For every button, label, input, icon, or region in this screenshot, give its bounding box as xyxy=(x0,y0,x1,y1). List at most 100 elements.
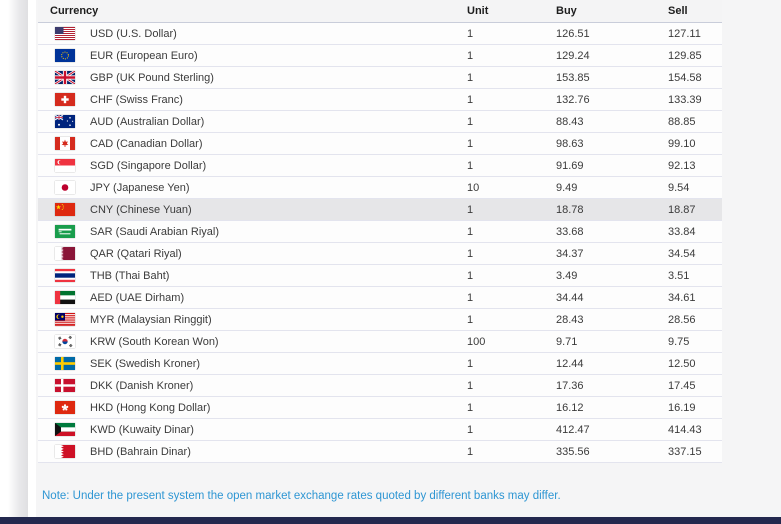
currency-name: EUR (European Euro) xyxy=(90,50,198,62)
table-row-thb[interactable]: THB (Thai Baht) 1 3.49 3.51 xyxy=(38,265,722,287)
us-flag-icon xyxy=(38,23,90,44)
malaysia-flag-icon xyxy=(38,309,90,330)
unit-value: 1 xyxy=(467,446,474,458)
currency-rates-table: Currency Unit Buy Sell USD (U.S. Dollar)… xyxy=(38,0,722,463)
table-row-jpy[interactable]: JPY (Japanese Yen) 10 9.49 9.54 xyxy=(38,177,722,199)
table-row-sek[interactable]: SEK (Swedish Kroner) 1 12.44 12.50 xyxy=(38,353,722,375)
sell-rate: 414.43 xyxy=(668,424,702,436)
uk-flag-icon xyxy=(38,67,90,88)
table-row-dkk[interactable]: DKK (Danish Kroner) 1 17.36 17.45 xyxy=(38,375,722,397)
table-row-cny[interactable]: CNY (Chinese Yuan) 1 18.78 18.87 xyxy=(38,199,722,221)
buy-rate: 335.56 xyxy=(556,446,590,458)
column-header-buy: Buy xyxy=(556,5,577,17)
table-row-gbp[interactable]: GBP (UK Pound Sterling) 1 153.85 154.58 xyxy=(38,67,722,89)
buy-rate: 9.49 xyxy=(556,182,578,194)
table-row-myr[interactable]: MYR (Malaysian Ringgit) 1 28.43 28.56 xyxy=(38,309,722,331)
currency-name: AED (UAE Dirham) xyxy=(90,292,185,304)
sell-rate: 9.75 xyxy=(668,336,690,348)
sell-rate: 28.56 xyxy=(668,314,696,326)
sell-rate: 129.85 xyxy=(668,50,702,62)
currency-name: GBP (UK Pound Sterling) xyxy=(90,72,214,84)
table-row-aud[interactable]: AUD (Australian Dollar) 1 88.43 88.85 xyxy=(38,111,722,133)
table-row-sar[interactable]: SAR (Saudi Arabian Riyal) 1 33.68 33.84 xyxy=(38,221,722,243)
unit-value: 1 xyxy=(467,94,474,106)
currency-name: THB (Thai Baht) xyxy=(90,270,170,282)
buy-rate: 88.43 xyxy=(556,116,584,128)
sell-rate: 133.39 xyxy=(668,94,702,106)
south-korea-flag-icon xyxy=(38,331,90,352)
sell-rate: 12.50 xyxy=(668,358,696,370)
currency-name: CNY (Chinese Yuan) xyxy=(90,204,192,216)
buy-rate: 412.47 xyxy=(556,424,590,436)
sell-rate: 154.58 xyxy=(668,72,702,84)
table-row-krw[interactable]: KRW (South Korean Won) 100 9.71 9.75 xyxy=(38,331,722,353)
singapore-flag-icon xyxy=(38,155,90,176)
canada-flag-icon xyxy=(38,133,90,154)
table-row-kwd[interactable]: KWD (Kuwaity Dinar) 1 412.47 414.43 xyxy=(38,419,722,441)
sell-rate: 92.13 xyxy=(668,160,696,172)
sell-rate: 34.61 xyxy=(668,292,696,304)
table-row-hkd[interactable]: HKD (Hong Kong Dollar) 1 16.12 16.19 xyxy=(38,397,722,419)
currency-name: KRW (South Korean Won) xyxy=(90,336,219,348)
table-row-sgd[interactable]: SGD (Singapore Dollar) 1 91.69 92.13 xyxy=(38,155,722,177)
uae-flag-icon xyxy=(38,287,90,308)
table-row-chf[interactable]: CHF (Swiss Franc) 1 132.76 133.39 xyxy=(38,89,722,111)
buy-rate: 34.44 xyxy=(556,292,584,304)
table-row-aed[interactable]: AED (UAE Dirham) 1 34.44 34.61 xyxy=(38,287,722,309)
buy-rate: 17.36 xyxy=(556,380,584,392)
table-row-qar[interactable]: QAR (Qatari Riyal) 1 34.37 34.54 xyxy=(38,243,722,265)
buy-rate: 18.78 xyxy=(556,204,584,216)
sell-rate: 18.87 xyxy=(668,204,696,216)
page-edge-shadow xyxy=(8,0,28,517)
table-row-cad[interactable]: CAD (Canadian Dollar) 1 98.63 99.10 xyxy=(38,133,722,155)
unit-value: 1 xyxy=(467,270,474,282)
bahrain-flag-icon xyxy=(38,441,90,462)
buy-rate: 16.12 xyxy=(556,402,584,414)
hong-kong-flag-icon xyxy=(38,397,90,418)
column-header-unit: Unit xyxy=(467,5,489,17)
currency-name: USD (U.S. Dollar) xyxy=(90,28,177,40)
unit-value: 100 xyxy=(467,336,486,348)
unit-value: 1 xyxy=(467,424,474,436)
unit-value: 1 xyxy=(467,248,474,260)
buy-rate: 98.63 xyxy=(556,138,584,150)
unit-value: 1 xyxy=(467,50,474,62)
buy-rate: 9.71 xyxy=(556,336,578,348)
unit-value: 10 xyxy=(467,182,480,194)
buy-rate: 132.76 xyxy=(556,94,590,106)
unit-value: 1 xyxy=(467,138,474,150)
currency-name: AUD (Australian Dollar) xyxy=(90,116,205,128)
buy-rate: 3.49 xyxy=(556,270,578,282)
sell-rate: 16.19 xyxy=(668,402,696,414)
unit-value: 1 xyxy=(467,204,474,216)
sell-rate: 337.15 xyxy=(668,446,702,458)
sell-rate: 17.45 xyxy=(668,380,696,392)
buy-rate: 12.44 xyxy=(556,358,584,370)
currency-name: HKD (Hong Kong Dollar) xyxy=(90,402,211,414)
currency-name: CHF (Swiss Franc) xyxy=(90,94,183,106)
currency-name: MYR (Malaysian Ringgit) xyxy=(90,314,212,326)
buy-rate: 153.85 xyxy=(556,72,590,84)
table-row-eur[interactable]: EUR (European Euro) 1 129.24 129.85 xyxy=(38,45,722,67)
content-area: Currency Unit Buy Sell USD (U.S. Dollar)… xyxy=(36,0,781,517)
table-row-usd[interactable]: USD (U.S. Dollar) 1 126.51 127.11 xyxy=(38,23,722,45)
currency-name: BHD (Bahrain Dinar) xyxy=(90,446,191,458)
table-row-bhd[interactable]: BHD (Bahrain Dinar) 1 335.56 337.15 xyxy=(38,441,722,463)
eu-flag-icon xyxy=(38,45,90,66)
currency-name: QAR (Qatari Riyal) xyxy=(90,248,182,260)
sell-rate: 34.54 xyxy=(668,248,696,260)
column-header-currency: Currency xyxy=(50,5,99,17)
unit-value: 1 xyxy=(467,402,474,414)
unit-value: 1 xyxy=(467,358,474,370)
qatar-flag-icon xyxy=(38,243,90,264)
buy-rate: 34.37 xyxy=(556,248,584,260)
kuwait-flag-icon xyxy=(38,419,90,440)
column-header-sell: Sell xyxy=(668,5,688,17)
china-flag-icon xyxy=(38,199,90,220)
currency-name: CAD (Canadian Dollar) xyxy=(90,138,203,150)
buy-rate: 33.68 xyxy=(556,226,584,238)
sweden-flag-icon xyxy=(38,353,90,374)
australia-flag-icon xyxy=(38,111,90,132)
currency-name: SAR (Saudi Arabian Riyal) xyxy=(90,226,220,238)
